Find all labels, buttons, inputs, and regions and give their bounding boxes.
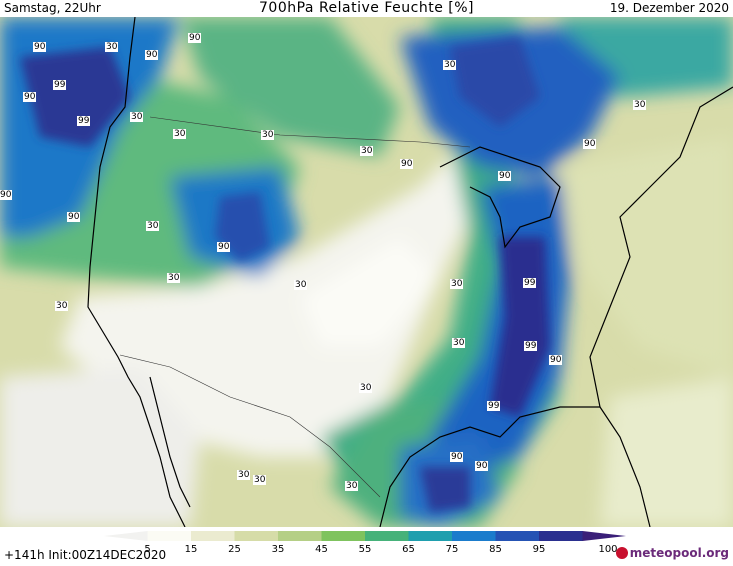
contour-label: 90 — [188, 33, 202, 43]
model-run: +141h Init:00Z14DEC2020 — [4, 548, 167, 562]
contour-label: 90 — [33, 42, 47, 52]
contour-label: 30 — [55, 301, 69, 311]
contour-label: 90 — [583, 139, 597, 149]
contour-label: 30 — [253, 475, 267, 485]
colorbar-swatch — [408, 531, 453, 541]
colorbar-swatch — [452, 531, 496, 541]
colorbar-swatch — [147, 531, 192, 541]
colorbar-tick: 100 — [598, 544, 618, 555]
colorbar-swatch — [191, 531, 235, 541]
contour-label: 30 — [360, 146, 374, 156]
forecast-date: 19. Dezember 2020 — [609, 1, 729, 15]
contour-label: 90 — [0, 190, 13, 200]
colorbar-tick: 25 — [228, 544, 241, 555]
colorbar-tick: 65 — [402, 544, 415, 555]
colorbar-swatch — [234, 531, 279, 541]
contour-label: 90 — [498, 171, 512, 181]
colorbar-swatch — [278, 531, 322, 541]
colorbar-tick: 85 — [489, 544, 502, 555]
colorbar-swatch — [104, 531, 148, 541]
contour-label: 30 — [105, 42, 119, 52]
colorbar-tick: 55 — [358, 544, 372, 555]
contour-label: 90 — [475, 461, 489, 471]
contour-label: 90 — [450, 452, 464, 462]
contour-label: 30 — [450, 279, 464, 289]
contour-label: 30 — [359, 383, 373, 393]
contour-label: 90 — [67, 212, 81, 222]
contour-label: 30 — [167, 273, 181, 283]
contour-label: 30 — [443, 60, 457, 70]
borders — [119, 116, 471, 498]
contour-label: 99 — [77, 116, 91, 126]
contour-label: 90 — [549, 355, 563, 365]
colorbar-tick: 15 — [184, 544, 198, 555]
brand-logo: meteopool.org — [615, 546, 729, 560]
contour-label: 30 — [237, 470, 251, 480]
contour-label: 30 — [173, 129, 187, 139]
contour-label: 30 — [294, 280, 308, 290]
humidity-core — [20, 37, 550, 512]
coastlines — [87, 17, 733, 527]
colorbar-tick: 75 — [445, 544, 459, 555]
colorbar-tick: 5 — [144, 544, 151, 555]
contour-label: 30 — [345, 481, 359, 491]
colorbar-swatch — [321, 531, 366, 541]
humidity-map — [0, 17, 733, 527]
brand-suffix: .org — [701, 546, 729, 560]
colorbar-swatch — [365, 531, 409, 541]
colorbar-swatch — [495, 531, 540, 541]
brand-name: meteopool — [629, 546, 702, 560]
contour-label: 30 — [130, 112, 144, 122]
colorbar — [104, 531, 626, 541]
contour-label: 30 — [146, 221, 160, 231]
forecast-time: Samstag, 22Uhr — [4, 1, 101, 15]
colorbar-swatch — [582, 531, 626, 541]
contour-label: 30 — [633, 100, 647, 110]
header-bar: Samstag, 22Uhr 700hPa Relative Feuchte [… — [0, 0, 733, 17]
brand-icon — [615, 547, 628, 559]
contour-label: 99 — [524, 341, 538, 351]
contour-label: 30 — [452, 338, 466, 348]
colorbar-swatch — [539, 531, 583, 541]
contour-label: 90 — [23, 92, 37, 102]
contour-label: 99 — [53, 80, 67, 90]
contour-label: 90 — [217, 242, 231, 252]
contour-label: 99 — [487, 401, 501, 411]
colorbar-tick: 45 — [315, 544, 328, 555]
contour-label: 30 — [261, 130, 275, 140]
contour-label: 90 — [400, 159, 414, 169]
footer-bar: 5 15 25 35 45 55 65 75 85 95 100 +141h Init:00Z14D… — [0, 527, 733, 566]
contour-label: 99 — [523, 278, 537, 288]
colorbar-tick: 95 — [532, 544, 546, 555]
colorbar-tick: 35 — [271, 544, 285, 555]
map-title: 700hPa Relative Feuchte [%] — [259, 0, 474, 16]
contour-label: 90 — [145, 50, 159, 60]
